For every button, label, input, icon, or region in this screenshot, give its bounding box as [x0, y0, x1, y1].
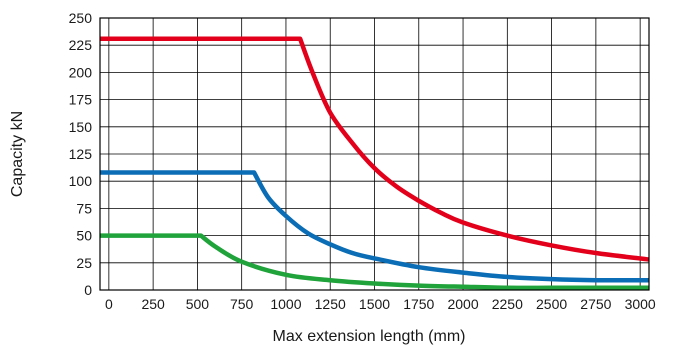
x-tick-label: 1500 [359, 296, 390, 312]
y-axis-label: Capacity kN [9, 111, 26, 197]
x-axis-label: Max extension length (mm) [273, 328, 466, 345]
x-tick-label: 2250 [492, 296, 523, 312]
series-group [100, 36, 649, 291]
y-tick-label: 175 [69, 92, 93, 108]
x-tick-labels: 0 250 500 750 1000 1250 1500 1750 2000 2250 2500 27… [105, 296, 656, 312]
y-tick-label: 25 [76, 255, 92, 271]
x-tick-label: 2750 [580, 296, 611, 312]
x-tick-label: 3000 [625, 296, 656, 312]
x-tick-label: 0 [105, 296, 113, 312]
x-tick-label: 750 [230, 296, 254, 312]
x-tick-label: 1750 [403, 296, 434, 312]
y-tick-label: 100 [69, 173, 93, 189]
y-tick-label: 200 [69, 64, 93, 80]
plot-frame [99, 17, 650, 291]
y-tick-labels: 0 25 50 75 100 125 150 175 200 225 250 [69, 10, 93, 298]
x-tick-label: 2000 [447, 296, 478, 312]
x-tick-label: 500 [186, 296, 210, 312]
series-line-1 [100, 36, 649, 262]
x-tick-label: 1000 [270, 296, 301, 312]
y-tick-label: 0 [84, 282, 92, 298]
y-tick-label: 125 [69, 146, 93, 162]
x-tick-label: 1250 [315, 296, 346, 312]
y-tick-label: 150 [69, 119, 93, 135]
y-tick-label: 75 [76, 200, 92, 216]
x-tick-label: 2500 [536, 296, 567, 312]
y-tick-label: 50 [76, 228, 92, 244]
x-tick-label: 250 [141, 296, 165, 312]
y-tick-label: 225 [69, 37, 93, 53]
series-line-2 [100, 170, 649, 283]
series-line-3 [100, 233, 649, 291]
y-tick-label: 250 [69, 10, 93, 26]
